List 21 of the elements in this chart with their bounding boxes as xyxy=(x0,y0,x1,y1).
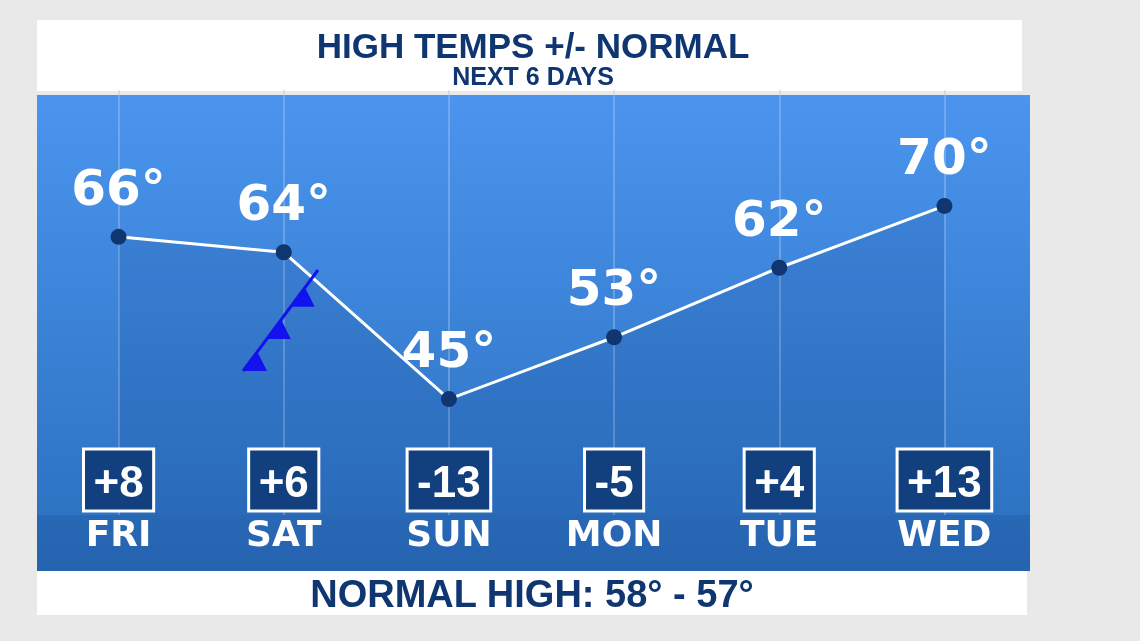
data-label: 53° xyxy=(566,259,662,318)
x-tick-label: WED xyxy=(897,512,992,554)
data-label: 45° xyxy=(401,321,497,380)
annotation: NORMAL HIGH: 58° - 57° xyxy=(310,573,754,615)
annotation: -5 xyxy=(594,456,634,506)
annotation: +4 xyxy=(754,456,805,506)
data-label: 62° xyxy=(731,189,827,248)
x-tick-label: FRI xyxy=(85,512,152,554)
x-tick-label: TUE xyxy=(740,512,819,554)
annotation: -13 xyxy=(417,456,481,506)
data-label: 66° xyxy=(71,158,166,217)
chart-subtitle: NEXT 6 DAYS xyxy=(452,62,614,90)
data-label: 64° xyxy=(236,174,332,233)
data-label: 70° xyxy=(897,127,992,186)
annotation: +13 xyxy=(907,456,982,506)
annotation: +6 xyxy=(258,456,309,506)
x-tick-label: SAT xyxy=(245,512,322,554)
x-tick-label: SUN xyxy=(406,512,492,554)
x-tick-label: MON xyxy=(565,512,663,554)
chart-title: HIGH TEMPS +/- NORMAL xyxy=(316,25,750,65)
annotation: +8 xyxy=(93,456,144,506)
